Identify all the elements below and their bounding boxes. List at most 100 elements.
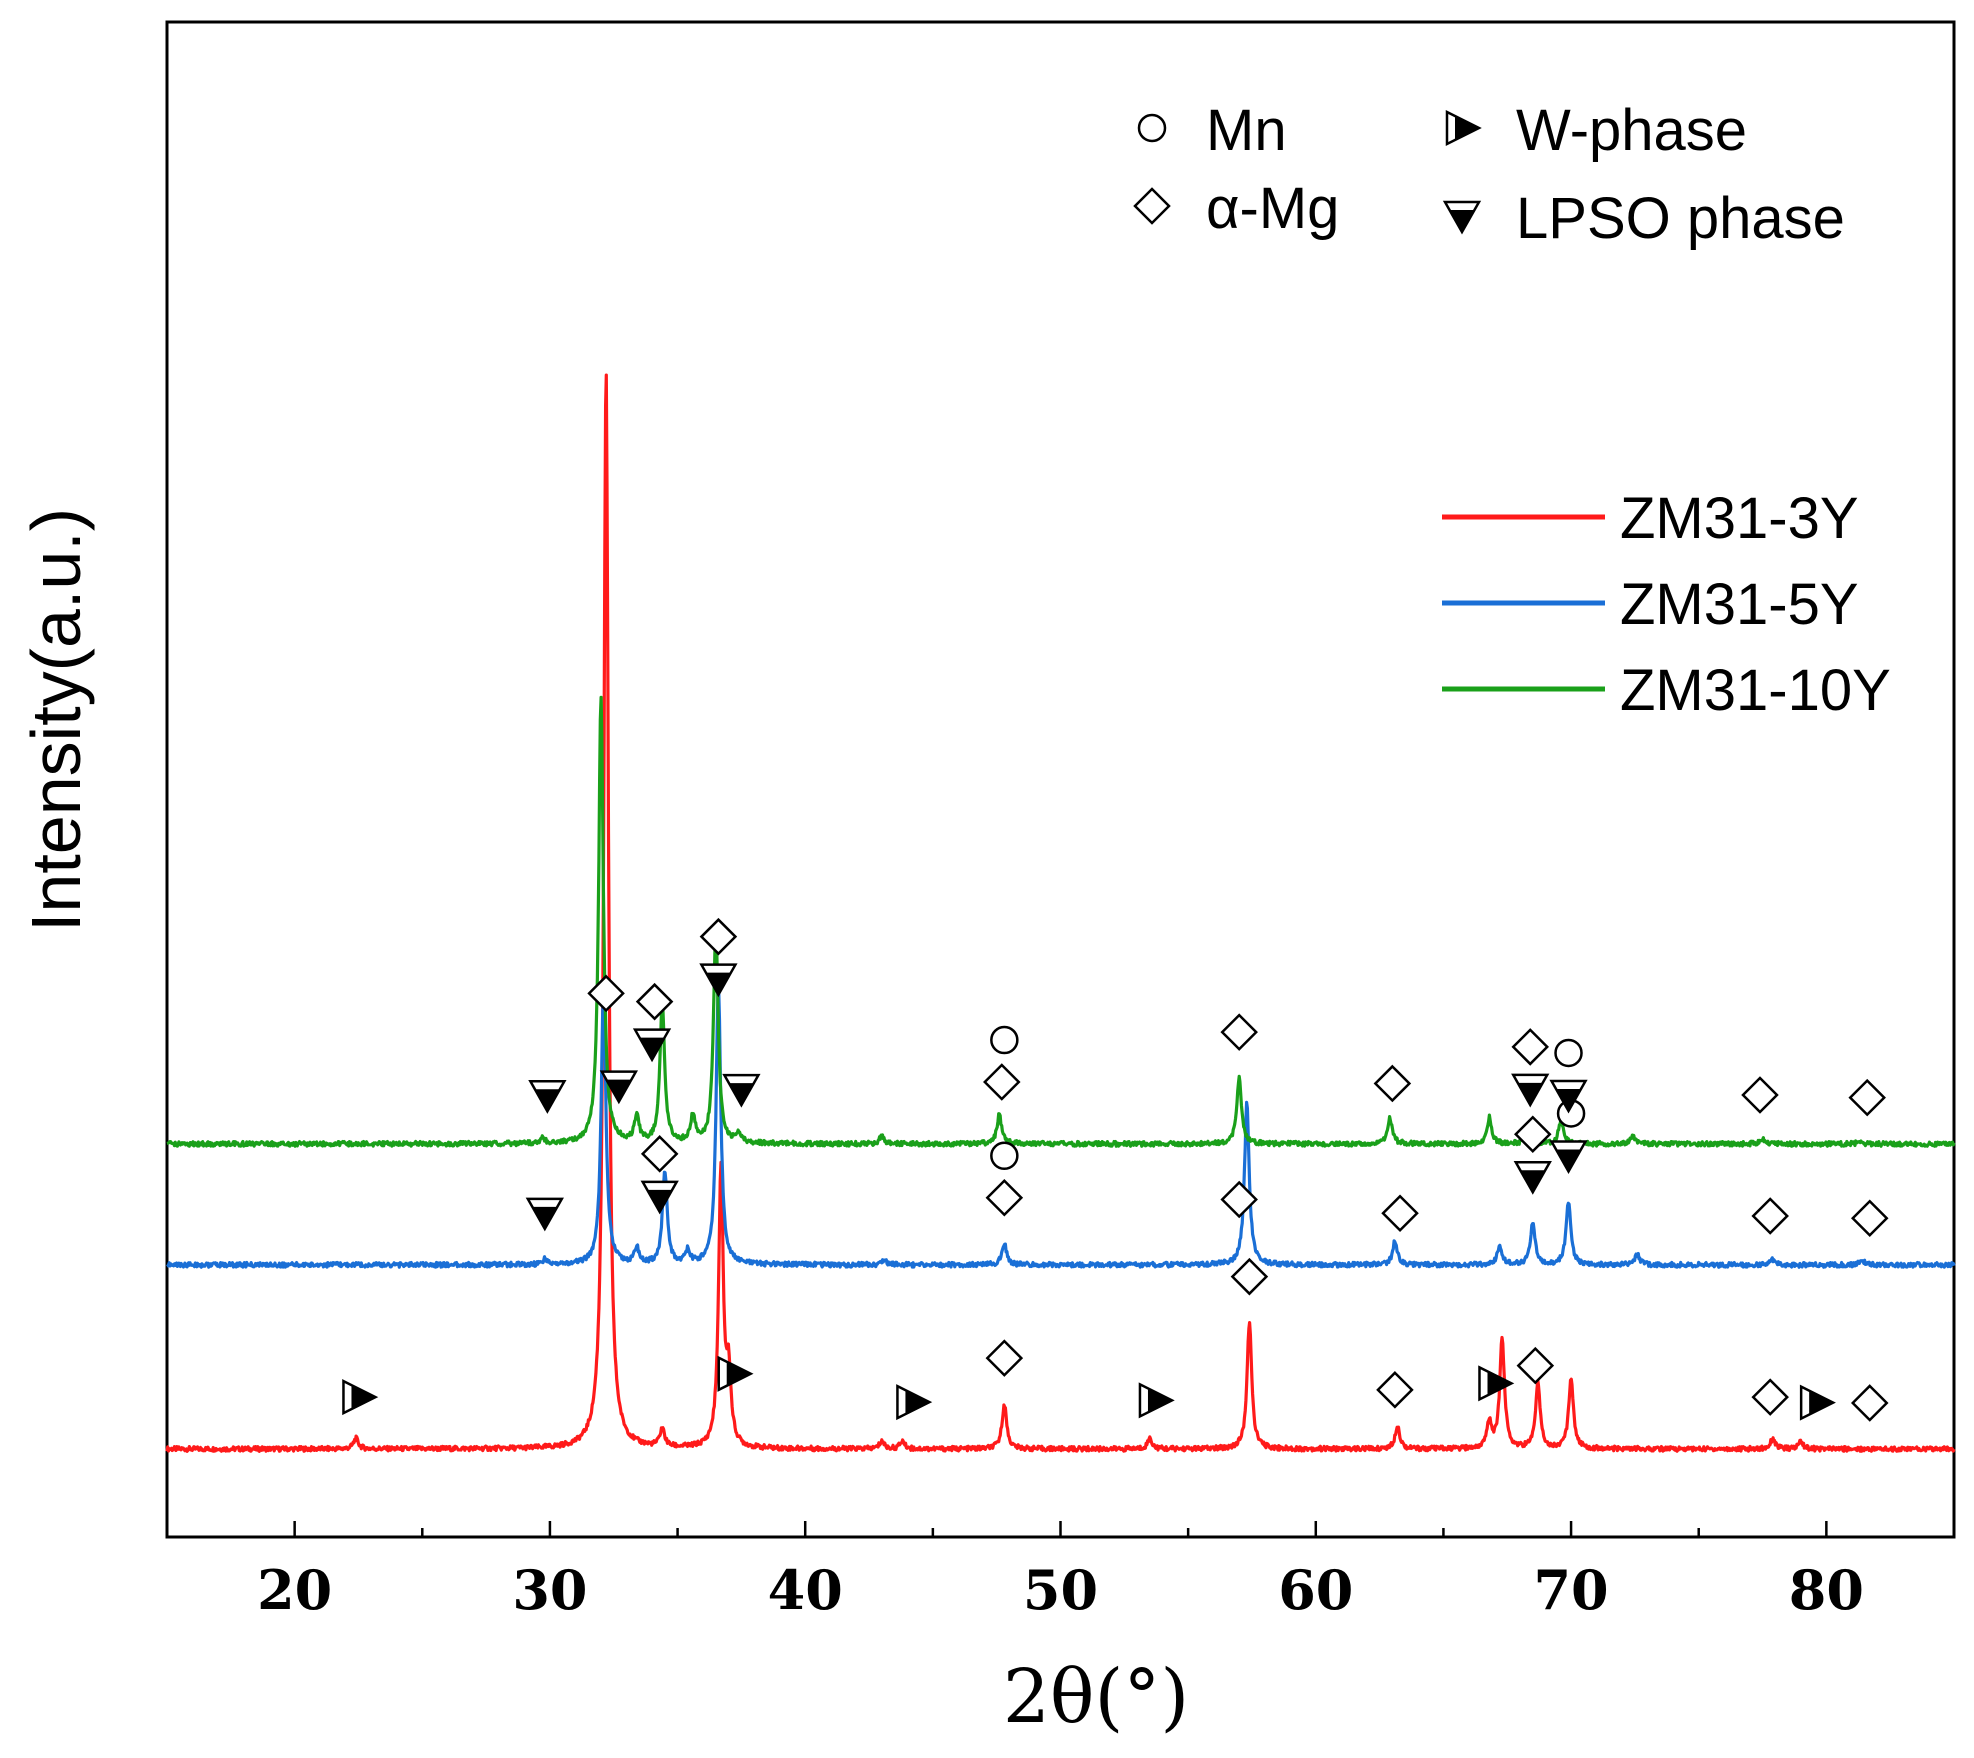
- diamond-marker-icon: [1220, 1013, 1258, 1051]
- lpso-triangle-fill-icon: [531, 1206, 558, 1229]
- annotation-diamond-icon: [985, 1179, 1024, 1217]
- diamond-marker-icon: [1220, 1180, 1258, 1219]
- annotation-diamond-icon: [699, 917, 738, 956]
- annotation-diamond-icon: [1376, 1371, 1414, 1409]
- series-legend-label: ZM31-3Y: [1620, 486, 1859, 551]
- diamond-marker-icon: [1373, 1064, 1412, 1103]
- annotation-w-triangle-icon: [342, 1379, 379, 1416]
- x-tick-label: 20: [257, 1558, 332, 1622]
- annotation-diamond-icon: [640, 1135, 679, 1173]
- series-line-ZM31-3Y: [165, 373, 1956, 1453]
- legend-w-triangle-icon: [1445, 109, 1482, 147]
- diamond-marker-icon: [1511, 1028, 1549, 1066]
- x-tick-label: 70: [1533, 1558, 1608, 1622]
- diamond-marker-icon: [1381, 1194, 1419, 1233]
- diamond-marker-icon: [1850, 1199, 1889, 1238]
- annotation-w-triangle-icon: [1138, 1382, 1175, 1419]
- phase-annotations: [342, 917, 1889, 1422]
- legend-lpso-triangle-icon: [1442, 200, 1482, 235]
- series-line-ZM31-5Y: [166, 988, 1956, 1269]
- annotation-lpso-triangle-icon: [632, 1028, 672, 1063]
- annotation-diamond-icon: [1220, 1180, 1258, 1219]
- diamond-marker-icon: [1751, 1197, 1789, 1235]
- annotation-diamond-icon: [1850, 1384, 1889, 1422]
- annotation-lpso-triangle-icon: [525, 1197, 564, 1232]
- phase-legend-label: α-Mg: [1206, 176, 1339, 241]
- annotation-lpso-triangle-icon: [699, 963, 738, 998]
- annotation-diamond-icon: [1230, 1257, 1269, 1296]
- series-legend: ZM31-3Y ZM31-5Y ZM31-10Y: [1442, 486, 1891, 723]
- phase-legend-label: LPSO phase: [1516, 186, 1845, 251]
- annotation-diamond-icon: [1373, 1064, 1412, 1103]
- series-legend-label: ZM31-10Y: [1620, 658, 1891, 723]
- annotation-lpso-triangle-icon: [722, 1073, 761, 1108]
- diamond-marker-icon: [1376, 1371, 1414, 1409]
- diamond-marker-icon: [699, 917, 738, 956]
- diamond-marker-icon: [635, 982, 674, 1021]
- lpso-triangle-fill-icon: [1555, 1088, 1582, 1111]
- circle-marker-icon: [1554, 1038, 1583, 1068]
- diamond-marker-icon: [1741, 1076, 1779, 1114]
- lpso-triangle-fill-icon: [1519, 1170, 1546, 1193]
- diamond-marker-icon: [640, 1135, 679, 1173]
- phase-legend-label: Mn: [1206, 98, 1287, 163]
- diamond-marker-icon: [1514, 1115, 1552, 1154]
- annotation-diamond-icon: [1850, 1199, 1889, 1238]
- w-triangle-fill-icon: [351, 1385, 376, 1410]
- circle-marker-icon: [990, 1025, 1019, 1055]
- annotation-diamond-icon: [635, 982, 674, 1021]
- annotation-lpso-triangle-icon: [640, 1180, 679, 1215]
- legend-circle-icon: [1137, 113, 1167, 143]
- lpso-triangle-fill-icon: [1449, 210, 1475, 232]
- annotation-diamond-icon: [1516, 1346, 1555, 1385]
- phase-legend-label: W-phase: [1516, 98, 1747, 163]
- x-tick-label: 80: [1789, 1558, 1864, 1622]
- x-axis-title: 2θ(°): [1003, 1654, 1189, 1740]
- annotation-diamond-icon: [985, 1339, 1024, 1377]
- diamond-marker-icon: [587, 974, 625, 1013]
- x-tick-label: 40: [768, 1558, 843, 1622]
- w-triangle-fill-icon: [1147, 1388, 1172, 1413]
- annotation-diamond-icon: [1511, 1028, 1549, 1066]
- x-tick-label: 30: [512, 1558, 587, 1622]
- annotation-diamond-icon: [1514, 1115, 1552, 1154]
- lpso-triangle-fill-icon: [705, 972, 732, 995]
- diamond-marker-icon: [983, 1063, 1021, 1101]
- phase-legend: Mn α-Mg W-phase LPSO phase: [1133, 98, 1845, 251]
- circle-marker-icon: [990, 1141, 1019, 1171]
- annotation-diamond-icon: [983, 1063, 1021, 1101]
- lpso-triangle-fill-icon: [605, 1079, 632, 1102]
- annotation-diamond-icon: [1220, 1013, 1258, 1051]
- annotation-diamond-icon: [1751, 1378, 1789, 1416]
- y-axis-title: Intensity(a.u.): [17, 508, 95, 932]
- annotation-w-triangle-icon: [1799, 1384, 1836, 1421]
- annotation-diamond-icon: [1381, 1194, 1419, 1233]
- diamond-marker-icon: [1850, 1384, 1889, 1422]
- lpso-triangle-fill-icon: [639, 1037, 666, 1060]
- annotation-lpso-triangle-icon: [528, 1080, 567, 1114]
- diamond-marker-icon: [1133, 187, 1171, 225]
- annotation-lpso-triangle-icon: [599, 1070, 639, 1105]
- annotation-w-triangle-icon: [1478, 1365, 1515, 1402]
- annotation-w-triangle-icon: [896, 1384, 933, 1421]
- diamond-marker-icon: [1751, 1378, 1789, 1416]
- annotation-lpso-triangle-icon: [1513, 1161, 1552, 1195]
- lpso-triangle-fill-icon: [1517, 1082, 1544, 1105]
- axes: 20 30 40 50 60 70 80: [165, 1521, 1956, 1622]
- annotation-diamond-icon: [587, 974, 625, 1013]
- series-layer: [165, 373, 1956, 1453]
- w-triangle-fill-icon: [1487, 1371, 1512, 1396]
- lpso-triangle-fill-icon: [534, 1089, 561, 1112]
- diamond-marker-icon: [985, 1179, 1024, 1217]
- lpso-triangle-fill-icon: [646, 1189, 673, 1212]
- annotation-diamond-icon: [1741, 1076, 1779, 1114]
- w-triangle-fill-icon: [1455, 116, 1479, 140]
- circle-marker-icon: [1137, 113, 1167, 143]
- annotation-circle-icon: [1554, 1038, 1583, 1068]
- annotation-lpso-triangle-icon: [1511, 1073, 1550, 1108]
- annotation-circle-icon: [990, 1025, 1019, 1055]
- annotation-diamond-icon: [1751, 1197, 1789, 1235]
- lpso-triangle-fill-icon: [1555, 1149, 1582, 1172]
- diamond-marker-icon: [1848, 1078, 1886, 1117]
